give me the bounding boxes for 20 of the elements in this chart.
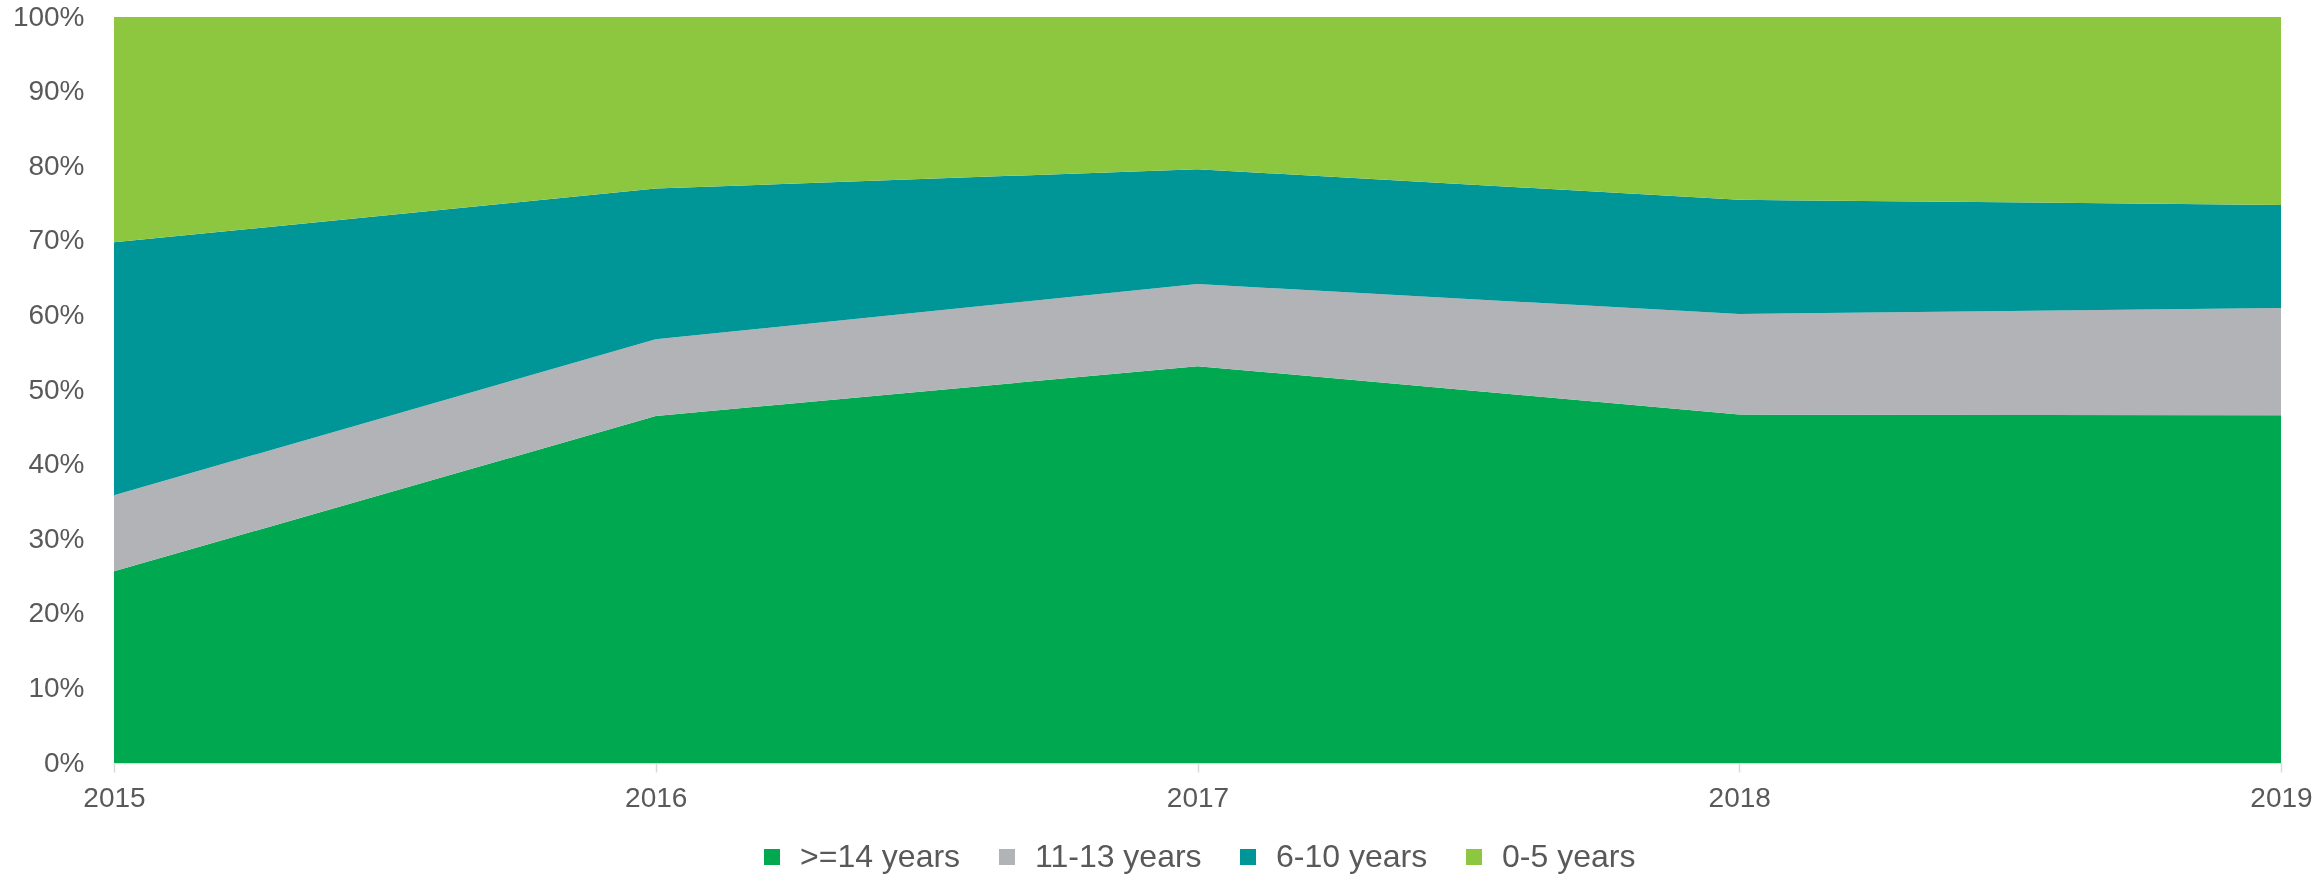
y-tick-label: 30% — [28, 522, 85, 554]
legend-label: >=14 years — [800, 838, 961, 874]
legend-label: 6-10 years — [1276, 838, 1428, 874]
y-tick-label: 0% — [44, 746, 85, 778]
y-tick-label: 80% — [28, 149, 85, 181]
legend-label: 0-5 years — [1502, 838, 1636, 874]
x-tick-label: 2017 — [1166, 781, 1230, 813]
y-tick-label: 100% — [12, 0, 85, 32]
y-tick-label: 40% — [28, 448, 85, 480]
x-tick-label: 2018 — [1708, 781, 1771, 813]
y-tick-label: 10% — [28, 671, 85, 703]
y-tick-label: 20% — [28, 597, 85, 629]
x-tick-label: 2016 — [625, 781, 688, 813]
x-tick-label: 2019 — [2250, 781, 2313, 813]
y-tick-label: 70% — [28, 224, 85, 256]
legend-label: 11-13 years — [1035, 838, 1202, 874]
y-tick-label: 50% — [28, 373, 85, 405]
y-tick-label: 60% — [28, 298, 85, 330]
x-tick-label: 2015 — [83, 781, 146, 813]
y-tick-label: 90% — [28, 75, 85, 107]
